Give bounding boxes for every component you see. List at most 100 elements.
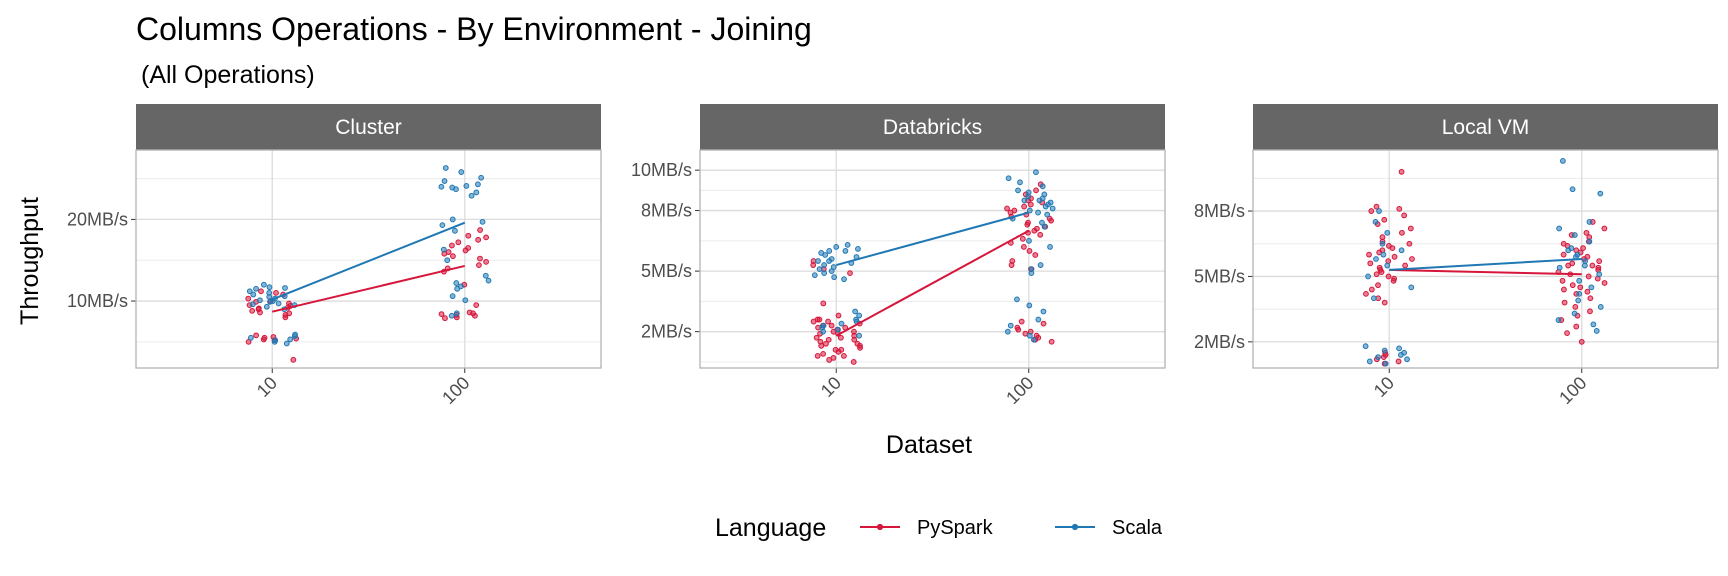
point-pyspark <box>1569 282 1576 289</box>
y-tick-label-cluster: 10MB/s <box>67 291 128 311</box>
point-pyspark <box>828 322 835 329</box>
point-pyspark <box>290 356 297 363</box>
point-scala <box>1569 186 1576 193</box>
point-scala <box>1576 290 1583 297</box>
strip-cluster <box>136 104 601 150</box>
point-scala <box>440 246 447 253</box>
point-pyspark <box>282 314 289 321</box>
point-pyspark <box>1373 203 1380 210</box>
plot-area-local-vm <box>1253 150 1718 368</box>
point-pyspark <box>260 336 267 343</box>
panel-border-cluster <box>135 149 602 369</box>
point-scala <box>453 310 460 317</box>
point-scala <box>821 262 828 268</box>
point-scala <box>1039 183 1046 190</box>
legend: Language PySpark Scala <box>715 514 1163 542</box>
point-pyspark <box>825 336 832 343</box>
point-pyspark <box>258 288 264 295</box>
facet-databricks: Databricks 2MB/s 5MB/s 8MB/s 10MB/s 10 100 <box>631 104 1166 408</box>
point-scala <box>844 241 851 248</box>
point-scala <box>253 285 259 292</box>
point-scala <box>1381 347 1388 354</box>
point-scala <box>1586 219 1593 225</box>
point-scala <box>852 308 859 315</box>
point-scala <box>1384 229 1391 236</box>
point-scala <box>282 285 288 291</box>
point-scala <box>271 338 278 345</box>
point-pyspark <box>1032 252 1039 258</box>
plot-area-cluster <box>136 150 601 368</box>
point-pyspark <box>255 305 262 312</box>
point-pyspark <box>438 311 445 318</box>
point-pyspark <box>462 247 469 254</box>
point-pyspark <box>455 239 462 246</box>
point-pyspark <box>1561 299 1568 306</box>
point-pyspark <box>1572 304 1579 310</box>
point-scala <box>821 270 828 277</box>
point-scala <box>1041 223 1048 230</box>
point-scala <box>1362 343 1369 350</box>
point-scala <box>246 288 253 295</box>
point-scala <box>260 281 267 288</box>
point-pyspark <box>483 234 490 241</box>
point-scala <box>1014 296 1020 303</box>
point-pyspark <box>1381 299 1388 306</box>
point-pyspark <box>1402 262 1409 269</box>
point-pyspark <box>1577 284 1584 291</box>
point-scala <box>1588 284 1595 291</box>
y-tick-label-local-vm: 8MB/s <box>1194 201 1245 221</box>
strip-databricks <box>700 104 1165 150</box>
facet-local-vm: Local VM 2MB/s 5MB/s 8MB/s 10 100 <box>1194 104 1719 408</box>
series-pyspark-databricks <box>810 181 1055 365</box>
point-scala <box>291 333 298 340</box>
point-scala <box>822 252 829 258</box>
point-scala <box>1373 256 1379 262</box>
point-pyspark <box>1368 286 1375 293</box>
point-scala <box>266 294 273 300</box>
strip-label-cluster: Cluster <box>335 116 402 139</box>
legend-title: Language <box>715 514 826 542</box>
point-scala <box>1375 354 1381 361</box>
point-pyspark <box>1373 271 1380 278</box>
point-scala <box>1026 237 1032 244</box>
point-pyspark <box>477 255 483 262</box>
point-scala <box>842 248 849 254</box>
point-pyspark <box>1560 251 1567 258</box>
point-pyspark <box>473 302 480 309</box>
point-pyspark <box>813 334 820 341</box>
point-scala <box>1366 358 1373 365</box>
point-pyspark <box>820 300 827 307</box>
point-pyspark <box>1561 286 1567 293</box>
point-scala <box>1033 169 1039 176</box>
y-tick-label-cluster: 20MB/s <box>67 209 128 229</box>
point-pyspark <box>442 315 448 322</box>
point-scala <box>287 336 294 343</box>
point-scala <box>1586 238 1593 245</box>
point-pyspark <box>1368 208 1375 214</box>
grid-databricks <box>700 150 1165 368</box>
point-pyspark <box>1378 269 1385 275</box>
point-pyspark <box>1601 225 1608 232</box>
point-pyspark <box>838 346 845 353</box>
point-scala <box>1037 262 1044 268</box>
point-scala <box>1025 193 1032 200</box>
point-scala <box>1370 295 1377 302</box>
point-scala <box>1026 207 1033 214</box>
facet-cluster: Cluster 10MB/s 20MB/s 10 100 <box>67 104 602 408</box>
point-pyspark <box>1407 225 1414 232</box>
point-pyspark <box>1022 330 1029 337</box>
point-scala <box>855 246 861 252</box>
point-scala <box>468 192 475 199</box>
point-pyspark <box>245 295 252 302</box>
point-scala <box>1590 321 1597 328</box>
y-tick-label-databricks: 5MB/s <box>641 261 692 281</box>
point-pyspark <box>1024 221 1031 228</box>
point-pyspark <box>825 318 831 325</box>
point-pyspark <box>1019 235 1026 242</box>
point-pyspark <box>1589 262 1596 269</box>
point-pyspark <box>1406 240 1413 247</box>
point-scala <box>833 243 840 250</box>
point-scala <box>1559 158 1566 164</box>
point-pyspark <box>476 262 482 269</box>
